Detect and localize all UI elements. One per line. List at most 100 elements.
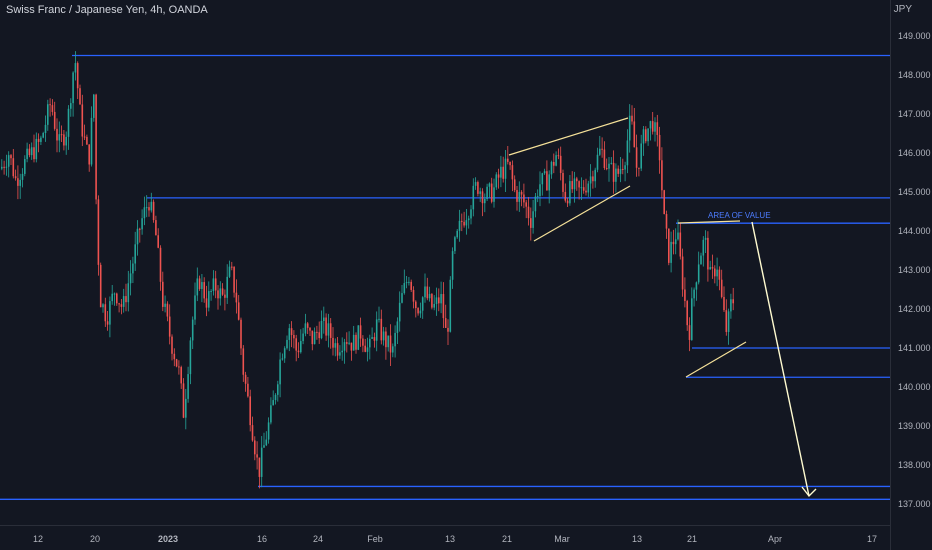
candle-body [582,187,585,191]
candle-body [385,331,387,348]
candle-body [686,301,688,326]
candle-body [346,342,348,344]
candle-body [624,165,626,170]
time-tick-label: 20 [90,534,100,544]
candle-body [125,296,127,303]
candle-body [237,302,240,320]
candle-body [635,147,638,168]
candle-body [493,187,495,202]
candle-body [626,140,629,166]
price-tick-label: 147.000 [898,109,931,119]
candle-body [208,291,210,308]
candle-body [58,134,61,141]
candle-body [116,293,118,304]
candle-body [159,247,162,282]
price-tick-label: 146.000 [898,148,931,158]
candle-body [389,335,392,353]
candle-body [233,266,235,293]
candle-body [700,255,702,265]
candle-body [732,299,734,304]
candle-body [224,294,226,298]
candle-body [283,348,286,359]
candle-body [375,319,378,341]
candle-body [332,337,334,348]
candle-body [47,104,49,125]
time-tick-label: 24 [313,534,323,544]
candle-body [127,283,130,303]
candle-body [277,384,279,395]
candle-body [718,269,721,280]
time-axis[interactable]: 12 20 2023 16 24 Feb 13 21 Mar 13 21 Apr 17 [33,534,877,544]
price-axis[interactable]: 137.000 138.000 139.000 140.000 141.000 142.0… [898,31,931,509]
candle-body [26,148,28,160]
candle-body [601,148,603,150]
time-tick-label: 16 [257,534,267,544]
candle-body [348,342,350,344]
candle-body [518,191,521,202]
candle-body [546,171,548,191]
candle-body [162,281,164,307]
candle-body [444,318,447,328]
candle-body [79,88,81,105]
price-tick-label: 143.000 [898,265,931,275]
candle-body [488,183,491,187]
candle-body [702,239,705,256]
candle-body [182,383,185,418]
candle-body [318,332,320,339]
candle-body [35,138,38,160]
candle-body [178,366,180,368]
candle-body [727,311,730,332]
candle-body [1,166,3,169]
candle-body [97,199,100,265]
candle-body [212,278,215,291]
candle-body [465,220,468,226]
candle-body [589,176,592,184]
candle-body [486,186,488,199]
candle-body [440,294,442,304]
candle-body [132,263,134,274]
candle-body [502,166,504,179]
candle-body [525,202,527,207]
candle-body [467,218,470,221]
candle-body [548,174,550,191]
candle-body [274,394,277,401]
candle-body [424,286,426,298]
candle-body [306,323,309,328]
candle-body [300,341,302,353]
candle-body [12,158,15,177]
candle-body [21,173,24,180]
candle-body [30,147,33,156]
candle-body [569,181,571,204]
candle-body [134,244,136,264]
candle-body [99,264,102,308]
candle-body [242,348,245,375]
area-of-value-top-line [677,220,741,224]
candle-body [185,398,187,418]
candle-body [594,169,596,182]
candle-body [539,184,541,197]
candle-body [507,158,509,162]
chart-title: Swiss Franc / Japanese Yen, 4h, OANDA [6,4,208,16]
candle-body [265,439,268,446]
candle-body [111,293,113,302]
candle-body [695,282,698,290]
candle-body [267,422,270,440]
candle-body [403,283,406,294]
candle-body [638,167,640,169]
candle-body [256,454,258,458]
candle-body [596,154,599,170]
candle-body [136,228,139,245]
candle-body [366,347,369,352]
price-tick-label: 141.000 [898,343,931,353]
candle-body [454,237,456,252]
candle-body [679,232,682,257]
candle-body [189,340,192,375]
candle-body [152,201,155,221]
price-tick-label: 139.000 [898,421,931,431]
candle-body [536,196,539,198]
candle-body [260,447,263,477]
candle-body [447,327,449,332]
projection-arrow-head [801,486,817,498]
candle-body [33,147,35,160]
